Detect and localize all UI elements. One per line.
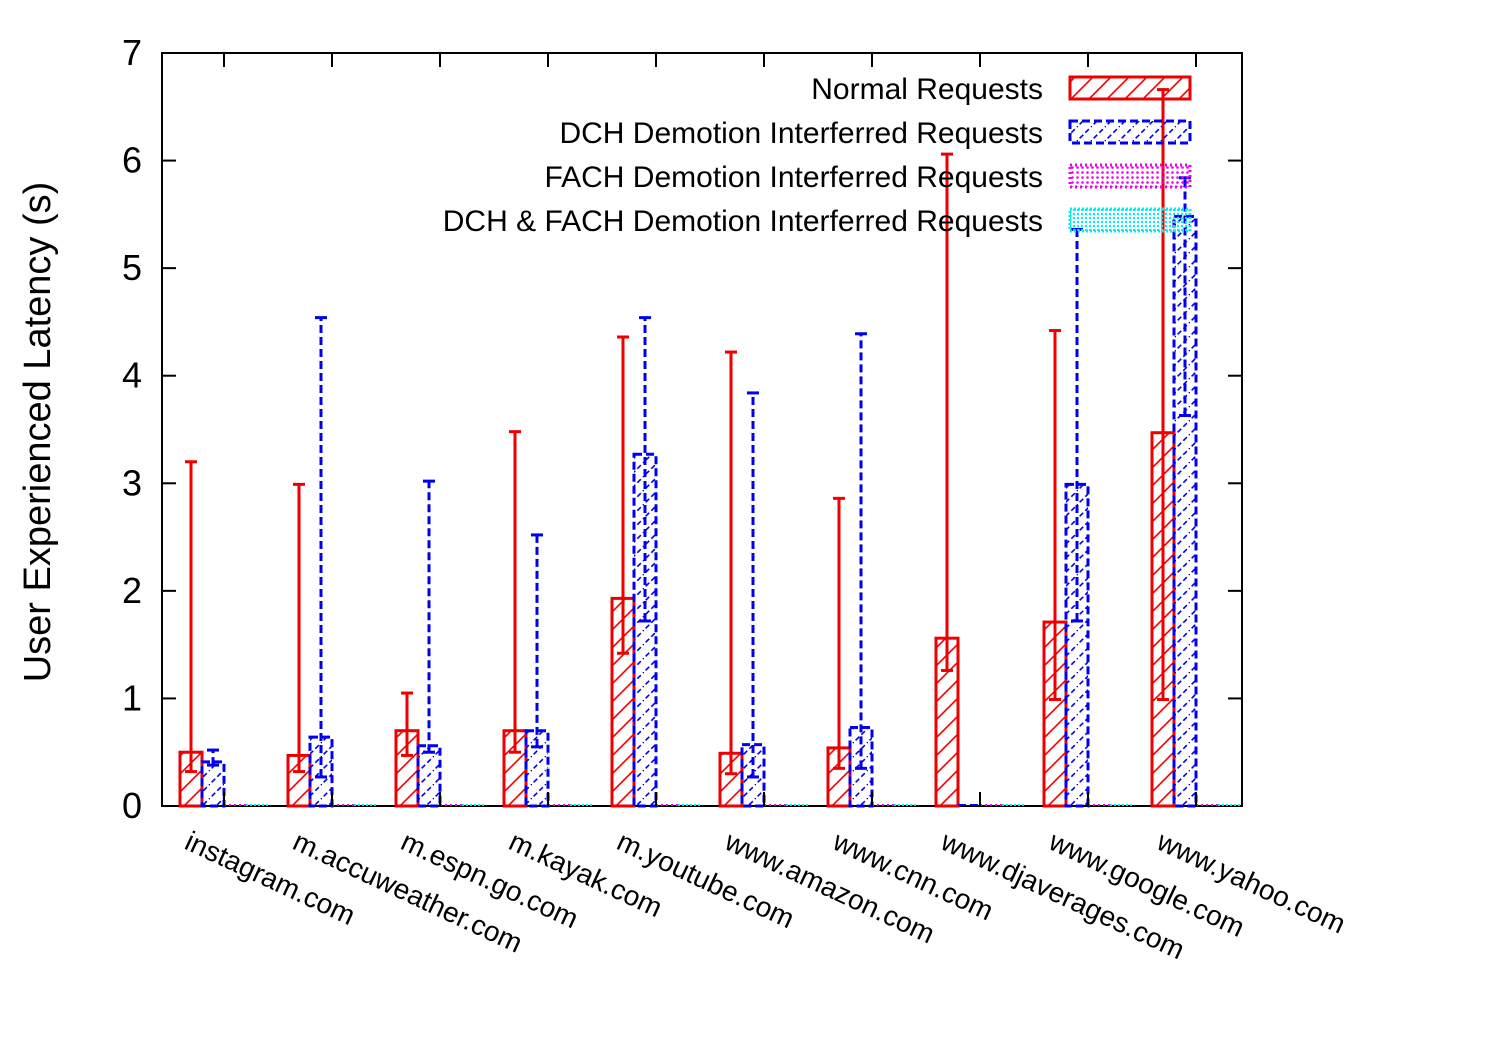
legend-swatch (1068, 119, 1192, 145)
legend-label: FACH Demotion Interferred Requests (544, 161, 1043, 194)
bar (524, 729, 550, 808)
y-tick-label: 7 (122, 32, 142, 73)
legend-label: Normal Requests (811, 73, 1043, 106)
y-axis: 0 1 2 3 4 5 6 7 (122, 32, 1242, 826)
plot-border (161, 52, 1243, 807)
legend: Normal Requests DCH Demotion Interferred … (443, 73, 1192, 238)
bar (1172, 215, 1198, 808)
y-tick-label: 5 (122, 247, 142, 288)
legend-label: DCH & FACH Demotion Interferred Requests (443, 205, 1043, 238)
y-tick-label: 3 (122, 462, 142, 503)
bar (200, 760, 226, 808)
y-tick-label: 4 (122, 355, 142, 396)
bar (1064, 482, 1090, 808)
y-axis-label: User Experienced Latency (s) (17, 182, 59, 683)
legend-swatch (1068, 163, 1192, 189)
y-tick-label: 6 (122, 140, 142, 181)
y-tick-label: 2 (122, 570, 142, 611)
bar (632, 452, 658, 808)
legend-swatch (1068, 207, 1192, 233)
x-tick-label: m.youtube.com (612, 825, 799, 934)
legend-swatch (1068, 75, 1192, 101)
legend-label: DCH Demotion Interferred Requests (559, 117, 1043, 150)
y-tick-label: 0 (122, 785, 142, 826)
bar (416, 744, 442, 808)
y-tick-label: 1 (122, 677, 142, 718)
bars-group (178, 88, 1240, 808)
plot-area (161, 52, 1243, 807)
